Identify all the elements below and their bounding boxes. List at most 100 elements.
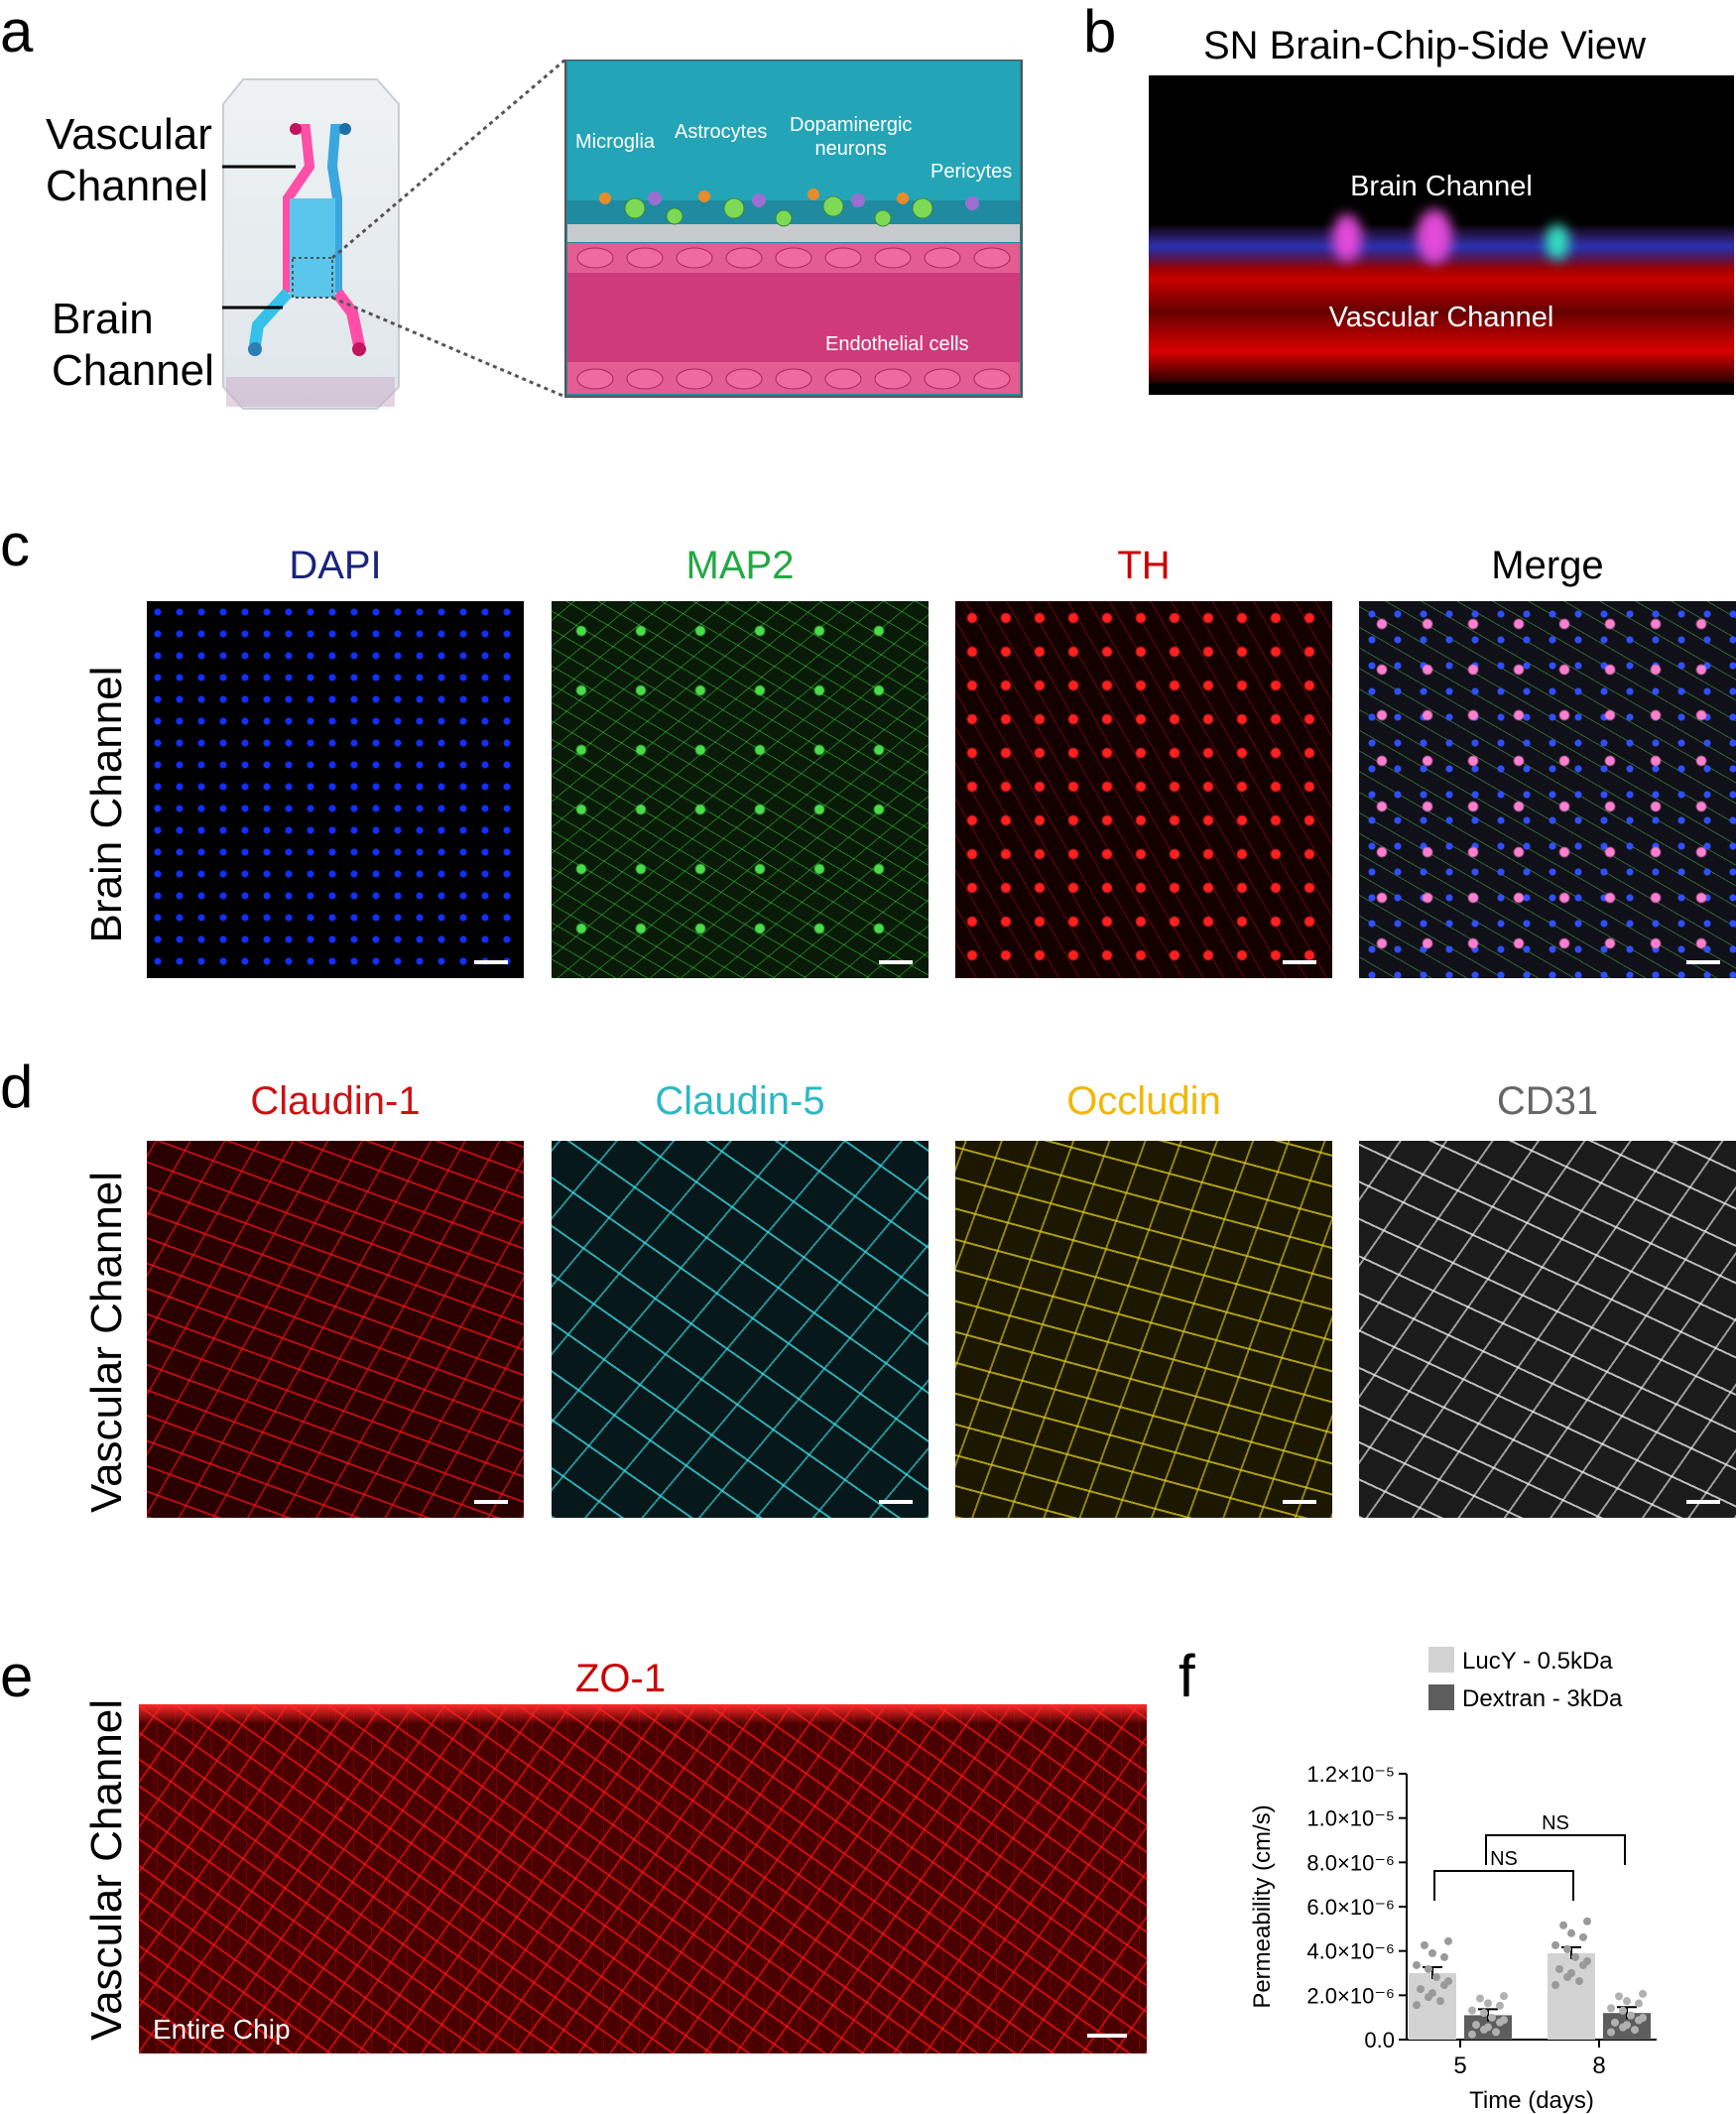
scale-bar [1283,960,1316,964]
dot-1-1-7 [1611,2018,1619,2027]
brain-channel-row-label: Brain Channel [82,666,131,943]
dot-1-0-12 [1563,1973,1571,1982]
dot-1-0-8 [1571,1952,1579,1961]
dot-1-0-11 [1583,1917,1591,1926]
permeability-chart: LucY - 0.5kDa Dextran - 3kDa 0.0 2.0×10⁻⁶ 4.… [1249,1647,1657,2114]
ns-bracket-1 [1433,1870,1574,1901]
zo1-image: Entire Chip [139,1704,1147,2053]
diagram-label-dopaminergic: Dopaminergic neurons [790,113,912,161]
dot-1-1-4 [1635,1999,1643,2008]
panel-c-title-merge: Merge [1491,544,1604,587]
panel-b-title: SN Brain-Chip-Side View [1202,24,1647,67]
scale-bar [1283,1500,1316,1504]
y-axis-title: Permeability (cm/s) [1249,1804,1276,2008]
side-view-image: Brain Channel Vascular Channel [1149,75,1734,395]
micrograph-merge [1359,601,1736,978]
dot-1-0-10 [1567,1928,1575,1937]
dot-1-1-13 [1635,2016,1643,2025]
dot-0-1-5 [1476,1994,1484,2003]
panel-d-title-claudin-5: Claudin-5 [655,1079,825,1123]
micrograph-map2 [552,601,929,978]
side-view-vascular-label: Vascular Channel [1328,302,1554,333]
dot-0-0-10 [1428,1948,1436,1957]
dot-0-0-5 [1421,1940,1428,1949]
brain-label-line1: Brain [52,295,154,343]
panel-label-f: f [1178,1643,1195,1709]
dot-1-0-13 [1579,1960,1587,1969]
micrograph-occludin [955,1141,1332,1518]
diagram-label-astrocytes: Astrocytes [675,121,768,143]
bar-1-0 [1548,1952,1595,2040]
dot-0-0-0 [1413,2001,1421,2010]
dot-1-1-3 [1619,2006,1627,2015]
dot-1-1-6 [1631,2026,1639,2035]
dot-1-1-0 [1607,2028,1615,2037]
y-tick-label-6: 1.2×10⁻⁵ [1306,1762,1395,1787]
x-axis-title: Time (days) [1469,2087,1594,2114]
dot-0-0-3 [1425,1964,1432,1973]
side-view-brain-label: Brain Channel [1350,171,1533,202]
diagram-label-pericytes: Pericytes [930,161,1013,183]
panel-label-b: b [1083,0,1117,64]
zo1-title: ZO-1 [575,1657,667,1700]
scale-bar-e [1087,2034,1127,2038]
dot-0-0-4 [1440,1952,1448,1961]
dot-1-1-10 [1623,1997,1631,2006]
legend-swatch-0 [1428,1647,1454,1673]
chip-illustration [222,60,1023,410]
panel-label-d: d [0,1054,34,1120]
dot-1-1-11 [1639,1989,1647,1998]
brain-channel-label: Brain Channel [52,294,214,397]
dot-0-1-0 [1468,2030,1476,2039]
dot-0-1-4 [1496,2001,1504,2010]
dot-0-1-12 [1480,2025,1488,2034]
panel-c-title-th: TH [1117,544,1171,587]
dot-0-0-12 [1425,1993,1432,2002]
ns-label-2: NS [1542,1812,1569,1834]
dot-0-1-3 [1480,2009,1488,2018]
dot-1-0-6 [1575,1977,1583,1986]
panel-c-title-map2: MAP2 [685,544,795,587]
dot-1-0-7 [1555,1964,1563,1973]
dot-1-0-9 [1551,1940,1559,1949]
dot-1-0-4 [1579,1932,1587,1941]
vascular-channel-label: Vascular Channel [46,109,212,212]
panel-label-e: e [0,1643,34,1709]
vascular-label-line1: Vascular [46,110,212,159]
panel-d-title-cd31: CD31 [1496,1079,1599,1123]
micrograph-dapi [147,601,524,978]
dot-0-1-8 [1488,2013,1496,2022]
y-tick-label-0: 0.0 [1364,2028,1395,2052]
ns-label-1: NS [1490,1848,1518,1870]
scale-bar [1686,960,1720,964]
dot-0-0-11 [1444,1936,1452,1945]
dot-0-0-7 [1417,1985,1425,1994]
legend-label-0: LucY - 0.5kDa [1462,1648,1613,1675]
panel-label-c: c [0,512,30,578]
y-tick-label-4: 8.0×10⁻⁶ [1306,1850,1395,1875]
dot-0-1-9 [1468,2006,1476,2015]
micrograph-th [955,601,1332,978]
dot-0-1-13 [1496,2018,1504,2027]
diagram-label-microglia: Microglia [575,131,656,153]
dopaminergic-line2: neurons [814,138,887,160]
dot-0-1-10 [1484,1999,1492,2008]
x-tick-label-1: 8 [1592,2052,1605,2079]
dot-1-1-5 [1615,1992,1623,2001]
micrograph-claudin-5 [552,1141,929,1518]
panel-label-a: a [0,0,34,64]
vascular-channel-row-label-d: Vascular Channel [82,1171,131,1513]
y-tick-label-2: 4.0×10⁻⁶ [1306,1939,1395,1964]
micrograph-claudin-1 [147,1141,524,1518]
dot-0-0-8 [1432,1973,1440,1982]
panel-c-title-dapi: DAPI [289,544,382,587]
vascular-label-line2: Channel [46,162,208,210]
ns-bracket-2 [1485,1834,1626,1865]
scale-bar [879,960,913,964]
dopaminergic-line1: Dopaminergic [790,114,913,136]
dot-0-0-9 [1413,1960,1421,1969]
dot-1-0-0 [1551,1981,1559,1990]
dot-0-0-6 [1436,1997,1444,2006]
panel-d-title-occludin: Occludin [1066,1079,1221,1123]
legend-label-1: Dextran - 3kDa [1462,1685,1623,1712]
